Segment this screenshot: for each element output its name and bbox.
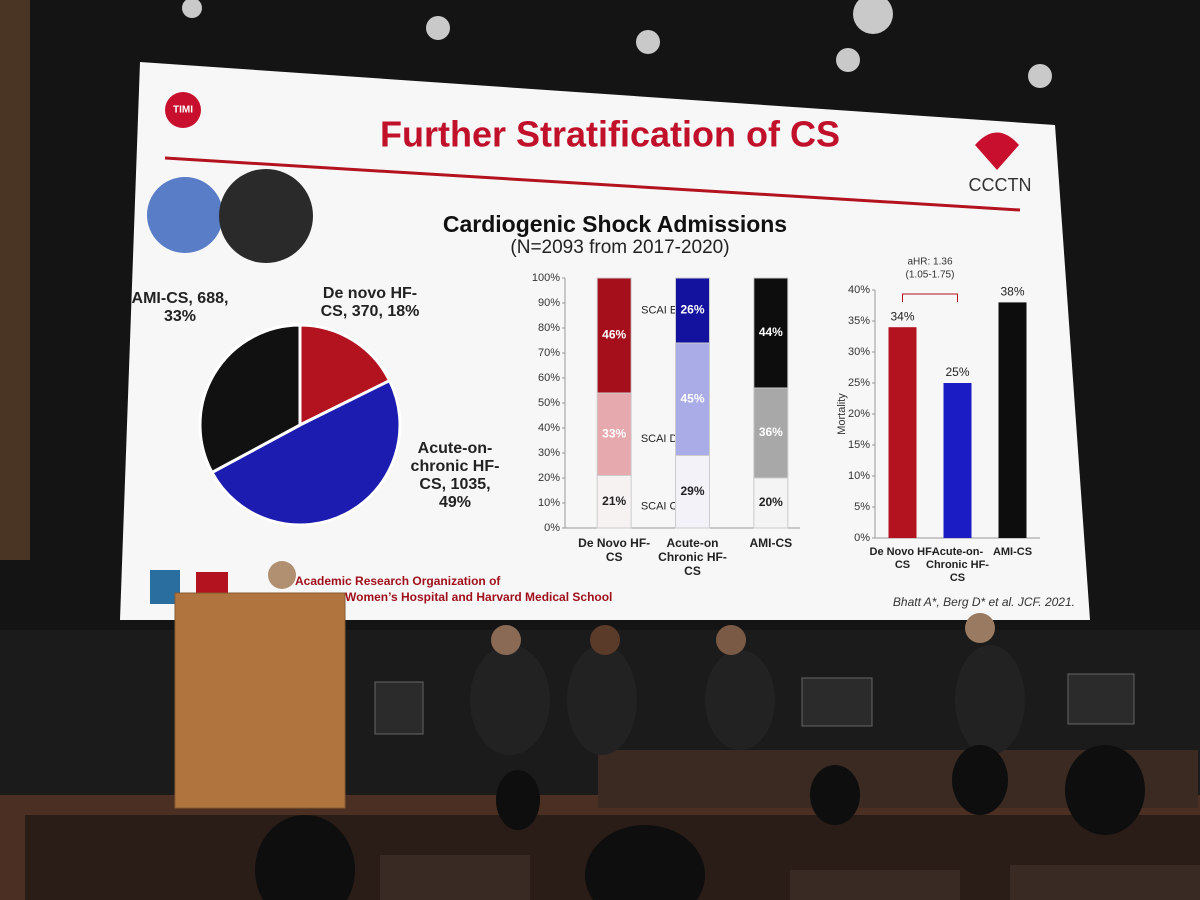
y-axis-label: Mortality — [836, 393, 848, 435]
panelists — [268, 561, 1025, 755]
value-label: 25% — [945, 365, 969, 379]
value-label: 33% — [602, 426, 626, 440]
podium — [174, 592, 346, 809]
series-label: SCAI C — [641, 501, 678, 513]
chairs — [374, 673, 1135, 735]
y-tick-label: 40% — [848, 284, 870, 296]
audience — [255, 745, 1200, 900]
x-tick-label: De Novo HF-CS — [578, 536, 651, 564]
y-tick-label: 70% — [538, 347, 560, 359]
bar — [943, 383, 972, 538]
chart-subtitle: (N=2093 from 2017-2020) — [510, 237, 729, 258]
pie-label: AMI-CS, 688, 33% — [131, 290, 229, 325]
y-tick-label: 20% — [538, 472, 560, 484]
hms-logo — [196, 572, 228, 594]
value-label: 45% — [680, 391, 704, 405]
footer-text: Academic Research Organization of — [295, 574, 501, 588]
portrait — [219, 169, 313, 263]
x-tick-label: Acute-on-Chronic HF-CS — [926, 546, 989, 584]
y-tick-label: 30% — [848, 346, 870, 358]
series-label: SCAI E — [641, 304, 677, 316]
portrait — [147, 177, 223, 253]
stage-lights — [182, 0, 1052, 88]
y-tick-label: 5% — [854, 501, 870, 513]
x-tick-label: AMI-CS — [992, 546, 1033, 558]
annotation: aHR: 1.36 — [907, 257, 952, 268]
pie-label: Acute-on-chronic HF-CS, 1035, 49% — [410, 440, 500, 511]
value-label: 36% — [759, 425, 783, 439]
title-rule — [164, 156, 1021, 212]
value-label: 26% — [680, 303, 704, 317]
logo-text: CCCTN — [969, 175, 1032, 195]
bar-segment — [675, 277, 710, 344]
x-tick-label: De Novo HF-CS — [869, 546, 936, 571]
y-tick-label: 60% — [538, 372, 560, 384]
series-label: SCAI D — [641, 433, 678, 445]
value-label: 20% — [759, 495, 783, 509]
logo-text: TIMI — [173, 105, 193, 116]
footer-text: Women’s Hospital and Harvard Medical Sch… — [345, 590, 612, 604]
chart-title: Cardiogenic Shock Admissions — [443, 211, 787, 237]
timi-logo — [165, 92, 201, 128]
bar-segment — [596, 277, 632, 394]
bracket — [902, 293, 958, 302]
x-tick-label: AMI-CS — [749, 536, 793, 550]
bar-segment — [675, 455, 710, 529]
y-tick-label: 80% — [538, 322, 560, 334]
bar — [998, 302, 1027, 538]
y-tick-label: 40% — [538, 422, 560, 434]
ccctn-logo — [975, 132, 1019, 170]
y-tick-label: 10% — [538, 497, 560, 509]
pie-slice — [209, 378, 402, 527]
y-tick-label: 25% — [848, 377, 870, 389]
bar-segment — [753, 277, 789, 389]
pie-label: De novo HF-CS, 370, 18% — [320, 285, 420, 320]
pie-slice — [298, 323, 392, 428]
y-tick-label: 0% — [544, 522, 560, 534]
value-label: 21% — [602, 494, 626, 508]
bar-segment — [675, 342, 710, 456]
value-label: 34% — [890, 309, 914, 323]
annotation: (1.05-1.75) — [906, 270, 955, 281]
value-label: 29% — [680, 484, 704, 498]
y-tick-label: 35% — [848, 315, 870, 327]
pie-slice — [198, 323, 302, 475]
bar-segment — [596, 475, 632, 529]
y-tick-label: 100% — [532, 272, 560, 284]
bar-segment — [753, 387, 789, 479]
y-tick-label: 50% — [538, 397, 560, 409]
value-label: 44% — [759, 325, 783, 339]
slide-title: Further Stratification of CS — [380, 114, 840, 155]
bar — [888, 327, 917, 538]
y-tick-label: 10% — [848, 470, 870, 482]
value-label: 38% — [1000, 285, 1024, 299]
value-label: 46% — [602, 328, 626, 342]
y-tick-label: 20% — [848, 408, 870, 420]
citation: Bhatt A*, Berg D* et al. JCF. 2021. — [893, 595, 1075, 609]
y-tick-label: 90% — [538, 297, 560, 309]
y-tick-label: 0% — [854, 532, 870, 544]
y-tick-label: 30% — [538, 447, 560, 459]
charts: 0% 10% 20% 30% 40% 50% 60% 70% 80% 90% 100% 21% SCAI… — [198, 257, 1040, 544]
y-tick-label: 15% — [848, 439, 870, 451]
x-tick-label: Acute-on Chronic HF-CS — [658, 536, 727, 578]
wall-panel — [0, 0, 30, 560]
